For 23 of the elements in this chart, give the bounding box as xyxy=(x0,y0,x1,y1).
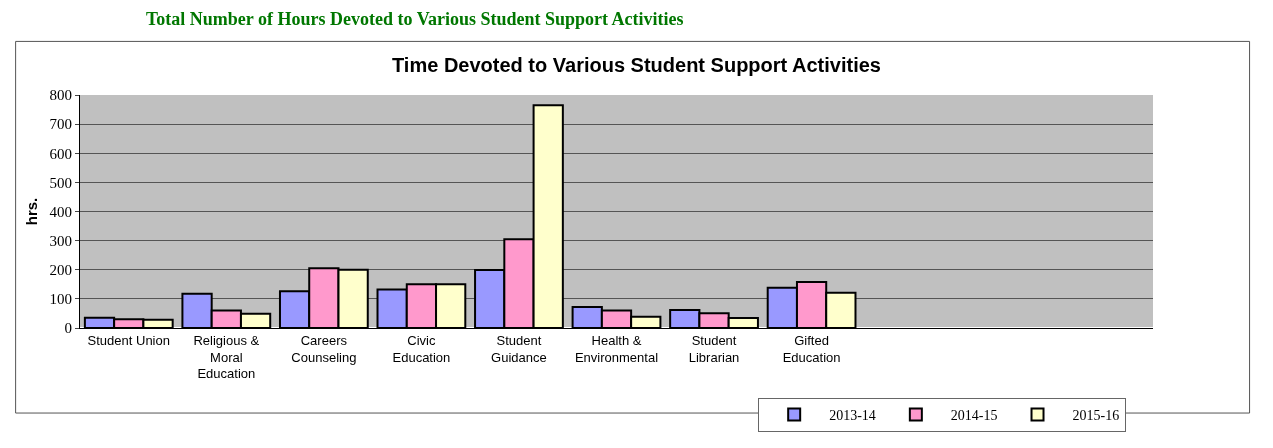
x-tick-label: Health & Environmental xyxy=(574,332,659,365)
x-tick-label: Religious & Moral Education xyxy=(193,332,260,382)
legend-label: 2014-15 xyxy=(950,407,998,423)
y-axis-title: hrs. xyxy=(22,197,40,226)
legend-label: 2013-14 xyxy=(829,407,876,423)
x-tick-label: Student Guidance xyxy=(491,332,547,365)
y-tick-label: 400 xyxy=(49,203,72,220)
x-tick-label: Student Union xyxy=(87,332,170,348)
text: Total Number of Hours Devoted to Various Student Support Activities xyxy=(146,9,684,29)
y-tick-label: 200 xyxy=(49,262,72,278)
y-tick-label: 800 xyxy=(49,87,72,104)
y-tick-label: 600 xyxy=(49,145,72,162)
x-tick-label: Careers Counseling xyxy=(291,332,357,365)
chart-title: Time Devoted to Various Student Support Activities xyxy=(392,54,881,77)
x-tick-label: Student Librarian xyxy=(688,332,740,365)
y-tick-label: 300 xyxy=(49,232,72,249)
legend-label: 2015-16 xyxy=(1072,407,1120,423)
y-tick-label: 0 xyxy=(64,320,72,337)
x-tick-label: Gifted Education xyxy=(782,332,841,365)
y-tick-label: 500 xyxy=(49,174,72,191)
x-tick-label: Civic Education xyxy=(392,332,451,365)
y-tick-label: 700 xyxy=(49,116,72,133)
y-tick-label: 100 xyxy=(49,291,72,308)
